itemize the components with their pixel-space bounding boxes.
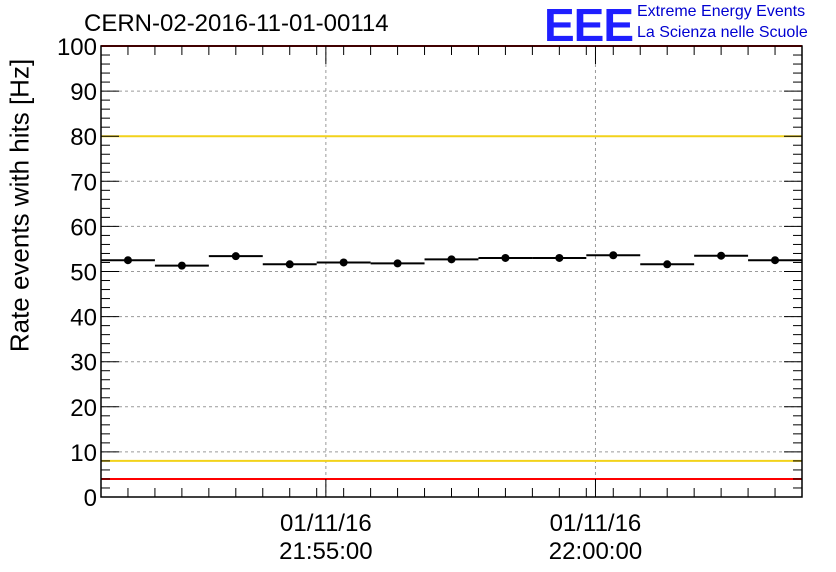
- chart-title: CERN-02-2016-11-01-00114: [84, 10, 389, 37]
- y-tick-label: 90: [70, 79, 97, 106]
- x-tick-label-time: 22:00:00: [549, 538, 642, 565]
- y-tick-label: 80: [70, 124, 97, 151]
- y-tick-label: 40: [70, 305, 97, 332]
- y-tick-label: 0: [84, 485, 97, 512]
- y-tick-label: 10: [70, 440, 97, 467]
- y-tick-label: 100: [57, 34, 97, 61]
- data-point: [285, 260, 294, 269]
- eee-logo: EEE: [544, 0, 634, 51]
- data-point: [609, 251, 618, 260]
- data-point: [123, 256, 132, 265]
- logo-line-1: Extreme Energy Events: [637, 3, 806, 20]
- data-point: [663, 260, 672, 269]
- data-point: [717, 251, 726, 260]
- x-tick-label-date: 01/11/16: [550, 510, 642, 537]
- y-tick-label: 20: [70, 395, 97, 422]
- data-point: [393, 259, 402, 268]
- y-tick-label: 30: [70, 350, 97, 377]
- x-tick-label-date: 01/11/16: [280, 510, 372, 537]
- x-tick-label-time: 21:55:00: [279, 538, 372, 565]
- data-point: [177, 261, 186, 270]
- y-tick-label: 60: [70, 214, 97, 241]
- data-point: [447, 255, 456, 264]
- data-point: [555, 253, 564, 262]
- y-tick-label: 70: [70, 169, 97, 196]
- data-point: [501, 253, 510, 262]
- y-tick-label: 50: [70, 260, 97, 287]
- data-point: [231, 252, 240, 261]
- logo-line-2: La Scienza nelle Scuole: [637, 24, 808, 41]
- data-point: [771, 256, 780, 265]
- data-point: [339, 258, 348, 267]
